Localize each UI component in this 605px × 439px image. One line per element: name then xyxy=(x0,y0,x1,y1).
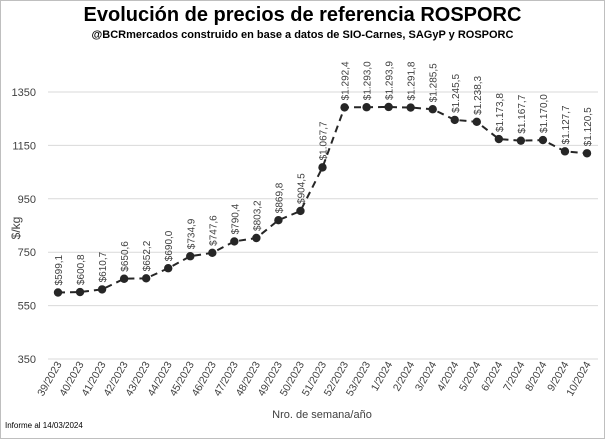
data-point xyxy=(208,248,217,258)
data-point xyxy=(494,134,504,144)
y-tick-label: 550 xyxy=(18,301,36,313)
data-point xyxy=(384,102,393,112)
chart-title: Evolución de precios de referencia ROSPO… xyxy=(83,4,522,26)
data-label: $1.285,5 xyxy=(429,63,440,102)
y-axis-label: $/kg xyxy=(9,217,23,240)
data-point xyxy=(362,103,371,112)
y-tick-label: 350 xyxy=(18,354,36,366)
data-label: $803,2 xyxy=(252,200,263,231)
data-label: $1.173,8 xyxy=(495,93,506,132)
data-label: $1.167,7 xyxy=(517,94,528,133)
data-point xyxy=(141,274,151,283)
data-point xyxy=(186,252,195,261)
data-label: $650,6 xyxy=(120,241,131,272)
data-point xyxy=(538,135,548,145)
data-label: $1.245,5 xyxy=(451,74,462,113)
data-point xyxy=(318,163,327,172)
data-point xyxy=(252,233,261,243)
data-point xyxy=(560,147,570,156)
data-label: $747,6 xyxy=(208,215,219,246)
chart-subtitle: @BCRmercados construido en base a datos … xyxy=(91,29,514,41)
data-label: $610,7 xyxy=(98,251,109,282)
data-point xyxy=(75,287,85,297)
data-point xyxy=(119,274,129,283)
data-point xyxy=(582,149,592,158)
data-point xyxy=(97,285,107,294)
data-point xyxy=(296,206,305,216)
data-label: $904,5 xyxy=(296,173,307,204)
data-point xyxy=(164,264,173,273)
y-tick-label: 750 xyxy=(18,247,36,259)
data-point xyxy=(472,117,481,127)
report-date: Informe al 14/03/2024 xyxy=(5,421,83,430)
data-label: $600,8 xyxy=(76,254,87,285)
data-point xyxy=(450,115,459,125)
data-label: $652,2 xyxy=(142,240,153,271)
data-point xyxy=(230,237,239,246)
data-label: $690,0 xyxy=(164,230,175,261)
data-label: $1.170,0 xyxy=(539,94,550,133)
data-label: $1.238,3 xyxy=(473,75,484,114)
data-point xyxy=(406,103,415,112)
data-point xyxy=(516,136,526,145)
y-tick-label: 950 xyxy=(18,194,36,206)
data-label: $1.292,4 xyxy=(341,61,352,100)
y-tick-label: 1350 xyxy=(12,87,36,99)
data-label: $599,1 xyxy=(54,254,65,285)
data-label: $1.291,8 xyxy=(407,61,418,100)
y-tick-label: 1150 xyxy=(12,140,36,152)
data-label: $734,9 xyxy=(186,218,197,249)
data-label: $790,4 xyxy=(230,203,241,234)
data-point xyxy=(53,288,63,297)
data-label: $1.067,7 xyxy=(319,121,330,160)
data-point xyxy=(274,216,283,225)
data-point xyxy=(340,103,349,112)
data-label: $1.127,7 xyxy=(561,105,572,144)
data-point xyxy=(428,105,437,114)
data-label: $869,8 xyxy=(274,182,285,213)
data-label: $1.293,0 xyxy=(363,61,374,100)
data-label: $1.293,9 xyxy=(385,61,396,100)
x-axis-label: Nro. de semana/año xyxy=(272,409,372,421)
data-label: $1.120,5 xyxy=(583,107,594,146)
